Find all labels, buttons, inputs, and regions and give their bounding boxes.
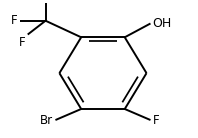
Text: F: F [42,0,49,1]
Text: F: F [11,14,18,27]
Text: OH: OH [152,17,172,30]
Text: F: F [19,36,26,49]
Text: Br: Br [40,114,53,127]
Text: F: F [152,114,159,127]
